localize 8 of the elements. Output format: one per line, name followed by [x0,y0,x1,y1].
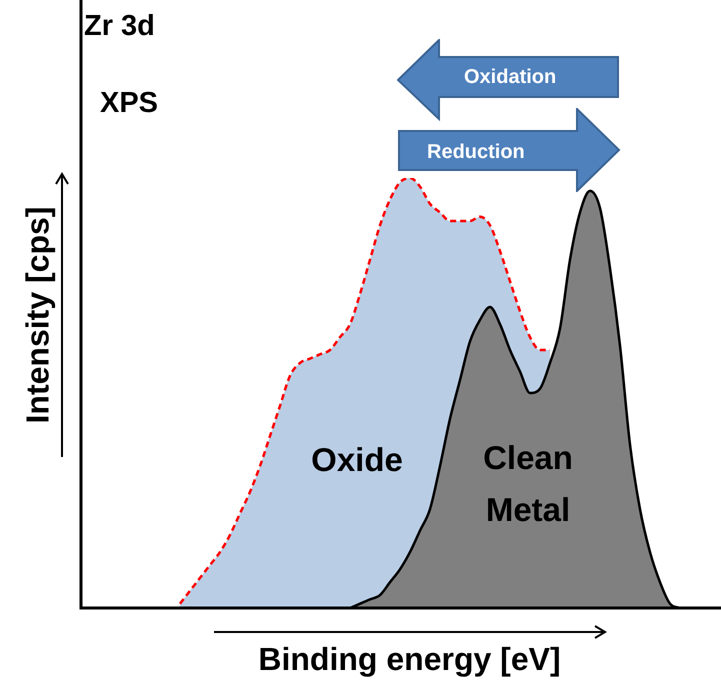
y-axis-title: Intensity [cps] [20,206,56,424]
text: Reduction [427,141,525,164]
x-axis-title: Binding energy [eV] [257,641,562,678]
chart-subtitle: XPS [100,87,158,120]
text: Oxidation [464,66,556,89]
series-label: Oxide [311,441,403,478]
series-label: Clean Metal [483,439,573,528]
chart-title: Zr 3d [84,10,155,43]
